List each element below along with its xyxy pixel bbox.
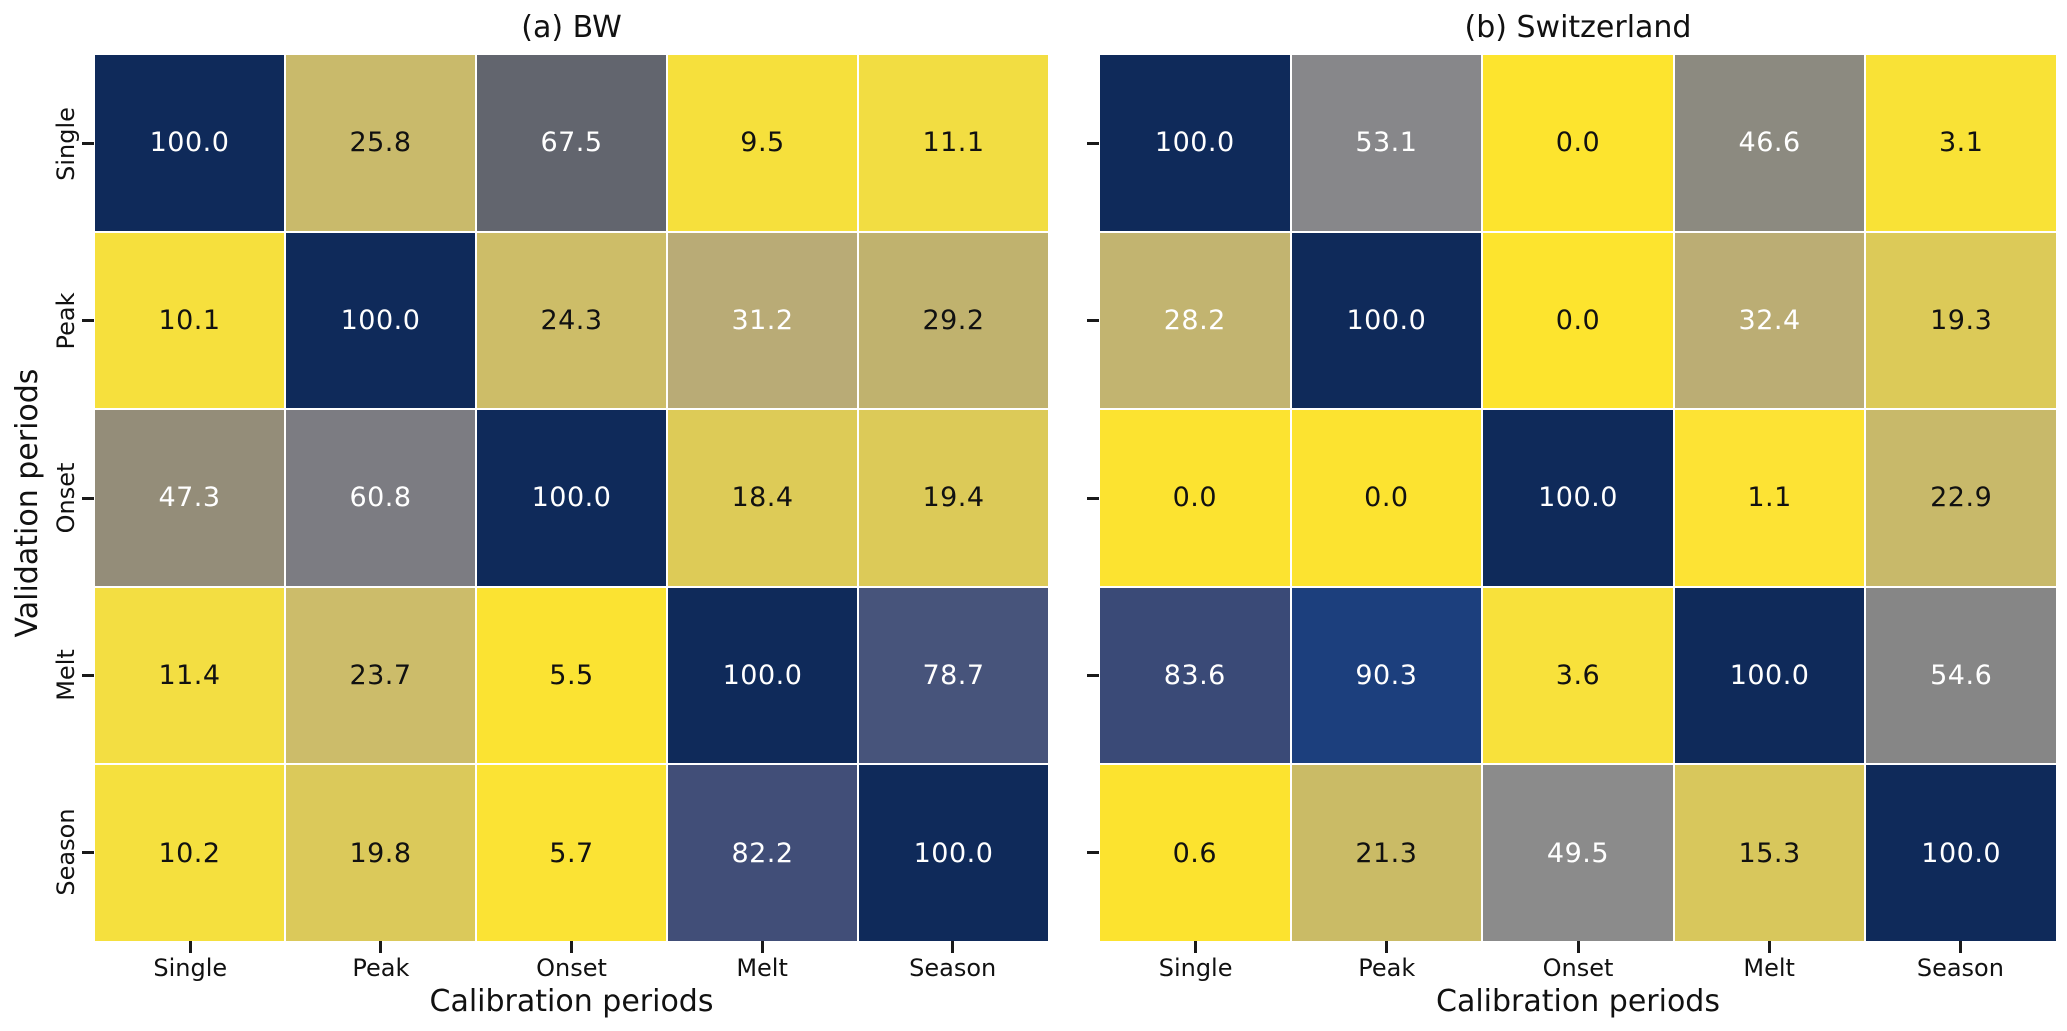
heatmap-cell: 3.1: [1866, 55, 2056, 231]
heatmap-cell: 15.3: [1674, 765, 1865, 941]
heatmap-cell: 19.8: [286, 765, 475, 941]
x-tick-mark: [1958, 941, 1962, 953]
heatmap-cell: 31.2: [668, 232, 857, 409]
heatmap-cell: 19.4: [859, 410, 1048, 586]
heatmap-cell: 100.0: [286, 232, 475, 409]
heatmap-cell: 0.0: [1100, 410, 1290, 586]
heatmap-cell: 29.2: [859, 232, 1048, 409]
y-tick-label: Melt: [52, 649, 80, 701]
heatmap-cell: 100.0: [477, 410, 666, 586]
y-tick-mark: [82, 496, 94, 500]
y-tick-label: Single: [52, 106, 80, 181]
x-tick-label: Melt: [736, 954, 788, 982]
heatmap-cell: 67.5: [477, 55, 666, 231]
y-tick-mark: [1087, 673, 1099, 677]
x-tick-mark: [1385, 941, 1389, 953]
heatmap-cell: 1.1: [1674, 410, 1865, 586]
y-tick-mark: [82, 673, 94, 677]
heatmap-cell: 21.3: [1291, 765, 1482, 941]
x-tick-label: Single: [153, 954, 228, 982]
heatmap-cell: 82.2: [668, 765, 857, 941]
x-tick-mark: [1194, 941, 1198, 953]
y-tick-label: Season: [52, 808, 80, 896]
heatmap-cell: 5.7: [477, 765, 666, 941]
y-tick-mark: [1087, 850, 1099, 854]
x-tick-mark: [570, 941, 573, 953]
heatmap-cell: 49.5: [1483, 765, 1673, 941]
x-tick-mark: [760, 941, 764, 953]
heatmap-cell: 3.6: [1483, 587, 1673, 764]
y-tick-mark: [82, 319, 94, 323]
heatmap-cell: 32.4: [1674, 232, 1865, 409]
heatmap-cell: 100.0: [95, 55, 284, 231]
heatmap-cell: 46.6: [1674, 55, 1865, 231]
x-tick-mark: [951, 941, 955, 953]
heatmap-cell: 18.4: [668, 410, 857, 586]
heatmap-cell: 11.4: [95, 587, 284, 764]
heatmap-cell: 100.0: [668, 587, 857, 764]
heatmap-cell: 100.0: [1674, 587, 1865, 764]
y-axis-label: Validation periods: [10, 368, 45, 638]
x-tick-mark: [379, 941, 383, 953]
heatmap-cell: 100.0: [1291, 232, 1482, 409]
heatmap-cell: 100.0: [1483, 410, 1673, 586]
heatmap-cell: 0.0: [1483, 232, 1673, 409]
heatmap-cell: 53.1: [1291, 55, 1482, 231]
panel-a-title: (a) BW: [521, 10, 622, 45]
y-tick-mark: [1087, 142, 1099, 146]
x-tick-label: Season: [909, 954, 997, 982]
heatmap-cell: 78.7: [859, 587, 1048, 764]
heatmap-cell: 11.1: [859, 55, 1048, 231]
x-tick-mark: [1576, 941, 1580, 953]
heatmap-cell: 24.3: [477, 232, 666, 409]
heatmap-cell: 25.8: [286, 55, 475, 231]
heatmap-cell: 0.0: [1483, 55, 1673, 231]
heatmap-cell: 100.0: [1100, 55, 1290, 231]
heatmap-cell: 100.0: [1866, 765, 2056, 941]
x-axis-label-a: Calibration periods: [429, 984, 714, 1019]
heatmap-cell: 23.7: [286, 587, 475, 764]
x-tick-mark: [1767, 941, 1771, 953]
heatmap-cell: 28.2: [1100, 232, 1290, 409]
heatmap-panel-a: 100.0 25.8 67.5 9.5 11.1 10.1 100.0 24.3 31.2 29.…: [95, 55, 1048, 941]
y-tick-mark: [82, 142, 94, 146]
x-tick-label: Onset: [1542, 954, 1614, 982]
x-tick-mark: [188, 941, 192, 953]
x-axis-label-b: Calibration periods: [1436, 984, 1720, 1019]
heatmap-cell: 10.1: [95, 232, 284, 409]
x-tick-label: Peak: [1358, 954, 1416, 982]
heatmap-cell: 60.8: [286, 410, 475, 586]
panel-b-title: (b) Switzerland: [1464, 10, 1692, 45]
y-tick-mark: [82, 850, 94, 854]
x-tick-label: Single: [1158, 954, 1233, 982]
heatmap-cell: 83.6: [1100, 587, 1290, 764]
heatmap-cell: 22.9: [1866, 410, 2056, 586]
heatmap-cell: 19.3: [1866, 232, 2056, 409]
y-tick-mark: [1087, 496, 1099, 500]
y-tick-label: Peak: [52, 292, 80, 350]
heatmap-cell: 5.5: [477, 587, 666, 764]
heatmap-cell: 100.0: [859, 765, 1048, 941]
heatmap-cell: 9.5: [668, 55, 857, 231]
heatmap-cell: 10.2: [95, 765, 284, 941]
x-tick-label: Melt: [1743, 954, 1795, 982]
y-tick-mark: [1087, 319, 1099, 323]
x-tick-label: Season: [1916, 954, 2004, 982]
y-tick-label: Onset: [52, 462, 80, 534]
heatmap-cell: 54.6: [1866, 587, 2056, 764]
heatmap-cell: 90.3: [1291, 587, 1482, 764]
heatmap-cell: 47.3: [95, 410, 284, 586]
heatmap-panel-b: 100.0 53.1 0.0 46.6 3.1 28.2 100.0 0.0 32.4 19.3 0…: [1100, 55, 2056, 941]
x-tick-label: Peak: [352, 954, 410, 982]
heatmap-cell: 0.6: [1100, 765, 1290, 941]
heatmap-cell: 0.0: [1291, 410, 1482, 586]
x-tick-label: Onset: [536, 954, 607, 982]
